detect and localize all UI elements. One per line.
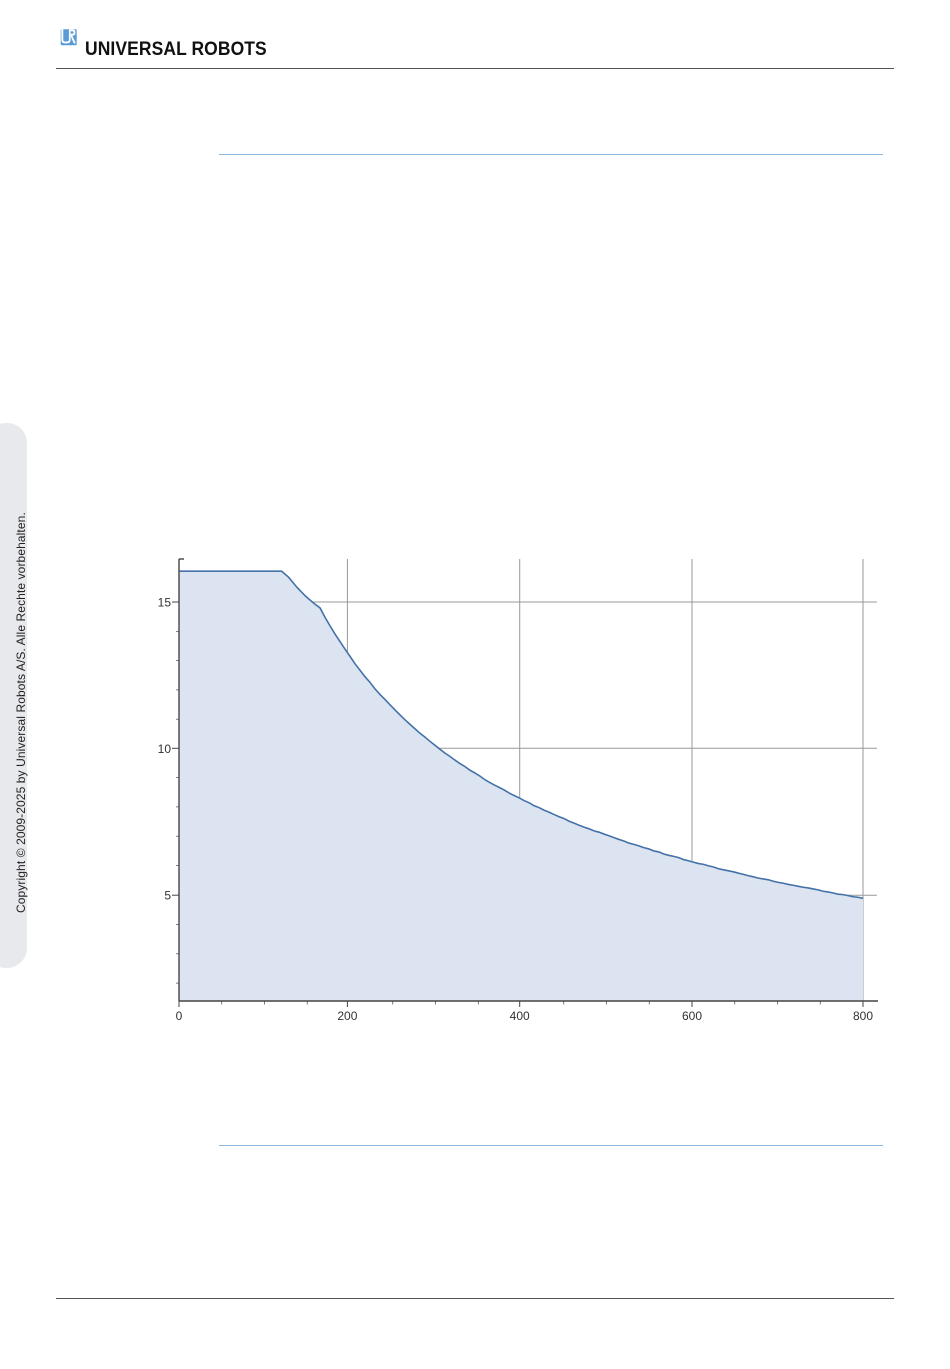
svg-text:400: 400 — [510, 1009, 530, 1023]
svg-text:200: 200 — [337, 1009, 357, 1023]
svg-text:10: 10 — [158, 742, 172, 756]
svg-text:600: 600 — [682, 1009, 702, 1023]
svg-text:15: 15 — [158, 596, 172, 610]
svg-text:0: 0 — [176, 1009, 183, 1023]
svg-text:5: 5 — [164, 889, 171, 903]
svg-text:800: 800 — [853, 1009, 873, 1023]
